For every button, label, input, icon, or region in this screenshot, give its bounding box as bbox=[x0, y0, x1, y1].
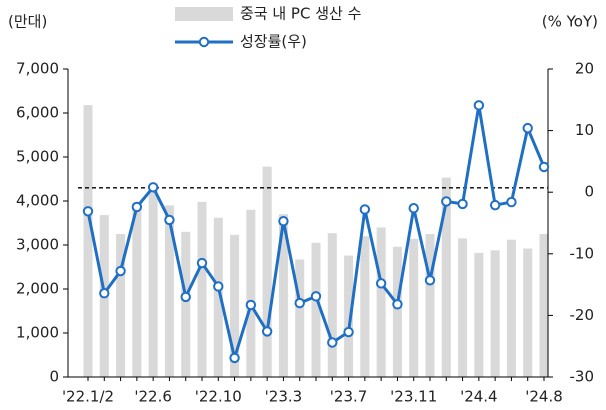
line-marker bbox=[115, 265, 126, 277]
bar bbox=[181, 231, 191, 377]
bar bbox=[392, 246, 402, 377]
bar bbox=[425, 234, 435, 377]
line-marker bbox=[278, 215, 289, 227]
bar bbox=[376, 227, 386, 377]
y2-axis-label: (% YoY) bbox=[542, 13, 598, 31]
line-marker bbox=[343, 326, 354, 338]
bar bbox=[409, 238, 419, 377]
line-marker bbox=[310, 291, 322, 302]
line-marker bbox=[424, 275, 436, 286]
bar bbox=[458, 238, 468, 377]
bar bbox=[506, 239, 516, 377]
line-marker bbox=[392, 299, 403, 310]
y-tick-label: 4,000 bbox=[16, 192, 59, 210]
bar bbox=[539, 234, 549, 377]
y2-tick-label: -20 bbox=[570, 306, 595, 324]
line-marker bbox=[229, 352, 240, 364]
y-tick-label: 2,000 bbox=[16, 280, 59, 298]
y-tick-label: 1,000 bbox=[16, 324, 59, 342]
line-marker bbox=[180, 291, 191, 303]
y2-tick-label: 10 bbox=[575, 121, 594, 139]
legend-label: 성장률(우) bbox=[240, 33, 307, 51]
x-tick-label: '23.3 bbox=[265, 388, 303, 406]
line-marker bbox=[489, 199, 501, 211]
line-marker bbox=[327, 337, 338, 348]
bar bbox=[278, 214, 288, 377]
x-tick-label: '22.6 bbox=[134, 388, 172, 406]
bar bbox=[360, 236, 370, 377]
line-marker bbox=[261, 326, 273, 337]
y-tick-label: 6,000 bbox=[16, 104, 59, 122]
legend-label: 중국 내 PC 생산 수 bbox=[240, 5, 361, 23]
bar bbox=[246, 209, 256, 377]
x-tick-label: '24.4 bbox=[460, 388, 498, 406]
bar bbox=[132, 203, 142, 377]
legend-swatch bbox=[198, 36, 210, 48]
y2-tick-label: -10 bbox=[570, 244, 595, 262]
bar bbox=[327, 233, 337, 377]
line-marker bbox=[213, 281, 224, 292]
line-marker bbox=[375, 278, 387, 289]
x-tick-label: '22.10 bbox=[195, 388, 242, 406]
x-tick-label: '24.8 bbox=[525, 388, 563, 406]
line-marker bbox=[131, 201, 143, 213]
y2-tick-label: 20 bbox=[575, 60, 594, 78]
y-tick-label: 0 bbox=[49, 368, 59, 386]
line-marker bbox=[538, 161, 550, 173]
bar bbox=[116, 234, 126, 377]
bar bbox=[230, 234, 240, 377]
y-tick-label: 3,000 bbox=[16, 236, 59, 254]
bar bbox=[490, 250, 500, 377]
line-marker bbox=[359, 204, 371, 215]
line-marker bbox=[82, 206, 94, 217]
line-marker bbox=[245, 299, 257, 311]
x-tick-label: '23.7 bbox=[330, 388, 368, 406]
line-marker bbox=[147, 182, 159, 193]
y2-tick-label: 0 bbox=[584, 183, 594, 201]
bar bbox=[295, 259, 305, 377]
y2-tick-label: -30 bbox=[570, 368, 595, 386]
bar bbox=[344, 255, 354, 377]
line-marker bbox=[506, 196, 517, 208]
x-tick-label: '22.1/2 bbox=[62, 388, 114, 406]
bar bbox=[213, 217, 223, 377]
bar bbox=[474, 252, 484, 377]
line-marker bbox=[99, 288, 110, 299]
line-marker bbox=[408, 203, 419, 214]
bar bbox=[164, 205, 174, 377]
y-axis-label: (만대) bbox=[8, 13, 47, 31]
bar bbox=[523, 248, 533, 377]
bar bbox=[311, 242, 321, 377]
x-tick-label: '23.11 bbox=[390, 388, 437, 406]
y-tick-label: 7,000 bbox=[16, 60, 59, 78]
legend-swatch bbox=[175, 7, 233, 21]
line-marker bbox=[196, 257, 208, 269]
bar bbox=[83, 105, 93, 377]
line-marker bbox=[473, 100, 485, 111]
line-marker bbox=[164, 214, 175, 226]
line-marker bbox=[441, 196, 452, 207]
bar bbox=[148, 190, 158, 377]
bar bbox=[262, 166, 272, 377]
line-marker bbox=[294, 297, 305, 309]
y-tick-label: 5,000 bbox=[16, 148, 59, 166]
bar bbox=[441, 177, 451, 377]
line-marker bbox=[522, 122, 533, 134]
bar bbox=[197, 201, 207, 377]
line-marker bbox=[457, 198, 468, 210]
